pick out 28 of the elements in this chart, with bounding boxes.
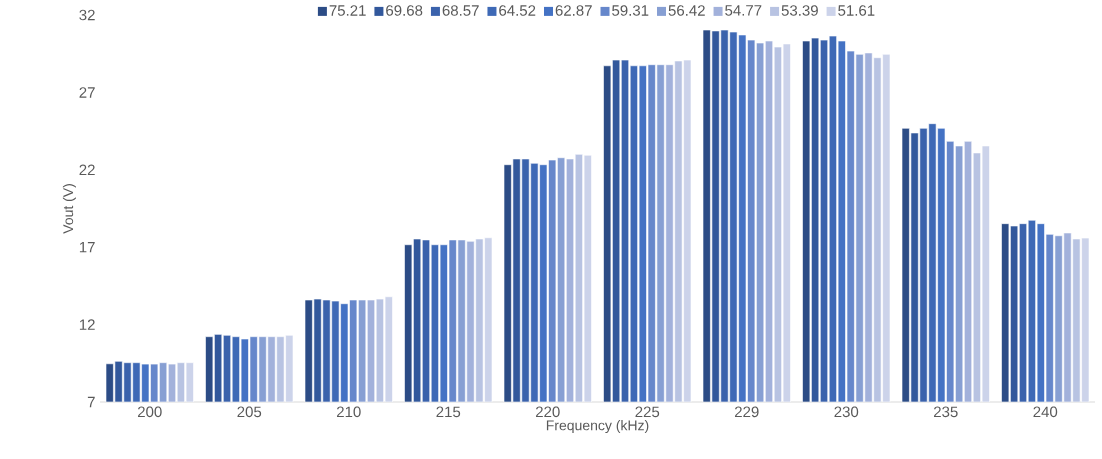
legend-label: 54.77 — [725, 5, 762, 16]
y-axis-title: Vout (V) — [62, 184, 76, 234]
y-tick-label: 32 — [79, 9, 95, 21]
legend-label: 56.42 — [668, 5, 705, 16]
x-tick-label: 205 — [237, 406, 262, 418]
x-tick-label: 220 — [535, 406, 560, 418]
y-tick-label: 27 — [79, 87, 95, 98]
x-tick-label: 230 — [834, 406, 859, 418]
legend-label: 62.87 — [555, 5, 592, 16]
legend-label: 69.68 — [386, 5, 423, 16]
y-tick-label: 7 — [87, 396, 95, 408]
x-tick-label: 240 — [1033, 406, 1058, 418]
x-tick-label: 229 — [735, 406, 759, 418]
y-tick-label: 22 — [79, 164, 95, 176]
legend-label: 64.52 — [499, 5, 536, 16]
legend-label: 51.61 — [838, 5, 875, 16]
x-axis-title: Frequency (kHz) — [546, 420, 649, 434]
legend-label: 59.31 — [612, 5, 649, 16]
x-tick-label: 200 — [137, 406, 162, 418]
x-tick-label: 210 — [336, 406, 361, 418]
legend-label: 68.57 — [442, 5, 479, 16]
y-tick-label: 12 — [79, 319, 95, 330]
legend-label: 53.39 — [781, 5, 818, 16]
legend-label: 75.21 — [329, 5, 366, 16]
y-tick-label: 17 — [79, 242, 95, 253]
x-tick-label: 225 — [635, 406, 660, 418]
x-tick-label: 235 — [934, 406, 958, 418]
x-tick-label: 215 — [436, 406, 461, 418]
